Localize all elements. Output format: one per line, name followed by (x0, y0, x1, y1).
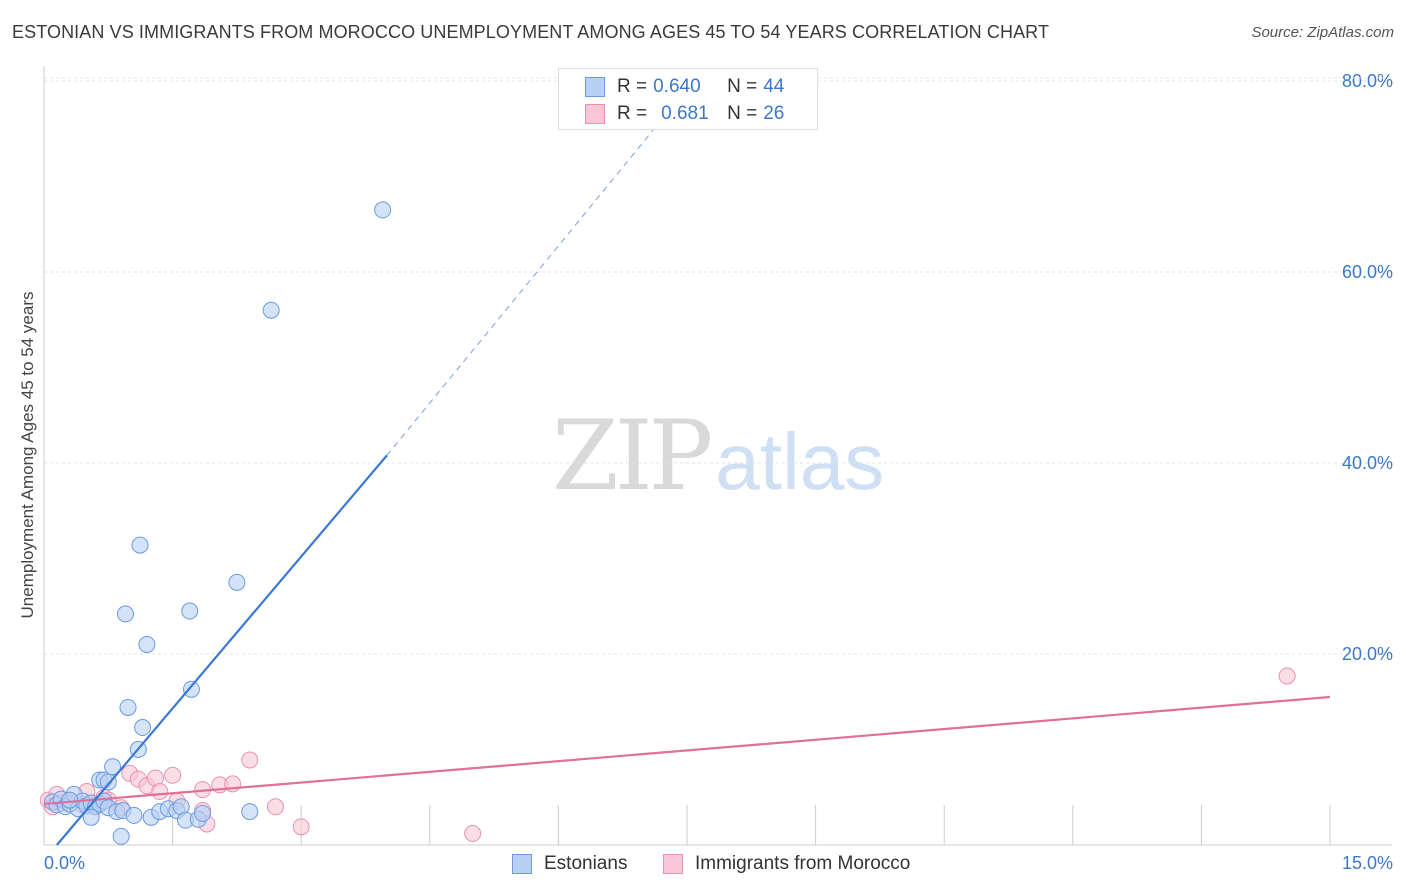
estonians-point (181, 602, 199, 620)
legend-row-estonians: R = 0.640 N = 44 (585, 74, 837, 100)
correlation-legend: R = 0.640 N = 44 R = 0.681 N = 26 (558, 68, 818, 130)
morocco-point (1278, 667, 1296, 685)
estonians-trendline (56, 454, 388, 846)
estonians-point (116, 605, 134, 623)
morocco-trendline (43, 695, 1331, 806)
source-label: Source: ZipAtlas.com (1251, 24, 1394, 41)
legend-label-morocco: Immigrants from Morocco (695, 853, 911, 874)
legend-swatch-estonians (512, 854, 532, 874)
estonians-point (134, 719, 152, 737)
estonians-point (262, 301, 280, 319)
estonians-point (228, 573, 246, 591)
morocco-point (151, 783, 169, 801)
y-tick-label: 80.0% (1342, 71, 1393, 91)
legend-swatch-estonians (585, 77, 605, 97)
morocco-point (164, 766, 182, 784)
estonians-point (104, 758, 122, 776)
estonians-trendline-extension (386, 109, 671, 456)
legend-r-label: R = (617, 103, 648, 124)
estonians-point (138, 635, 156, 653)
morocco-point (241, 751, 259, 769)
y-tick-label: 40.0% (1342, 453, 1393, 473)
bottom-legend-estonians[interactable]: Estonians (512, 850, 627, 878)
watermark: ZIPatlas (552, 400, 884, 512)
y-tick-label: 60.0% (1342, 262, 1393, 282)
estonians-point (82, 808, 100, 826)
estonians-point (131, 536, 149, 554)
watermark-zip: ZIP (552, 400, 713, 512)
watermark-atlas: atlas (715, 417, 885, 506)
legend-n-value: 26 (763, 103, 785, 124)
estonians-point (119, 698, 137, 716)
estonians-point (125, 806, 143, 824)
morocco-point (292, 818, 310, 836)
estonians-point (194, 804, 212, 822)
morocco-point (464, 825, 482, 843)
legend-r-value: 0.681 (661, 103, 709, 124)
estonians-point (61, 791, 79, 809)
y-axis-label: Unemployment Among Ages 45 to 54 years (18, 291, 37, 619)
x-tick-label: 0.0% (44, 853, 85, 873)
estonians-point (241, 803, 259, 821)
y-tick-label: 20.0% (1342, 644, 1393, 664)
legend-swatch-morocco (663, 854, 683, 874)
legend-label-estonians: Estonians (544, 853, 628, 874)
legend-n-value: 44 (763, 76, 785, 97)
estonians-point (112, 827, 130, 845)
legend-n-label: N = (727, 76, 758, 97)
bottom-legend-morocco[interactable]: Immigrants from Morocco (663, 850, 910, 878)
morocco-point (266, 798, 284, 816)
estonians-point (374, 201, 392, 219)
legend-r-label: R = (617, 76, 648, 97)
legend-row-morocco: R = 0.681 N = 26 (585, 101, 837, 127)
x-tick-label: 15.0% (1342, 853, 1393, 873)
chart-title: ESTONIAN VS IMMIGRANTS FROM MOROCCO UNEM… (12, 22, 1050, 42)
legend-swatch-morocco (585, 104, 605, 124)
estonians-point (182, 680, 200, 698)
legend-n-label: N = (727, 103, 758, 124)
legend-r-value: 0.640 (653, 76, 701, 97)
